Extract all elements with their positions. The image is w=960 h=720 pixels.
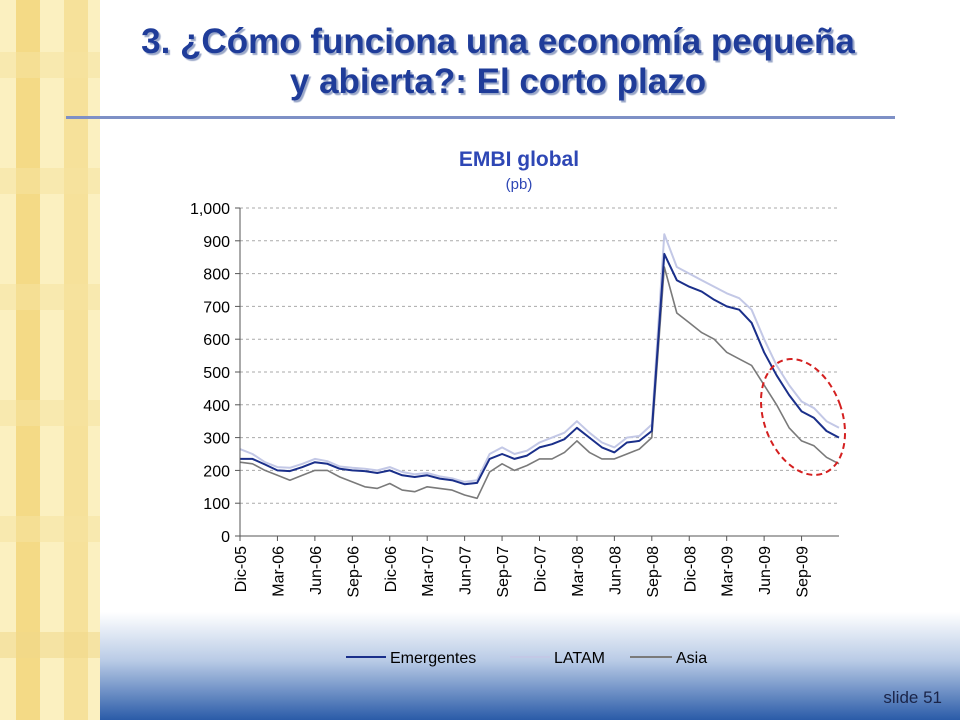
x-tick-label: Dic-05	[233, 546, 250, 592]
y-tick-label: 800	[203, 267, 230, 284]
y-tick-label: 400	[203, 398, 230, 415]
y-tick-label: 300	[203, 431, 230, 448]
x-axis-ticks: Dic-05 Mar-06 Jun-06 Sep-06 Dic-06 Mar-07 Jun-…	[233, 536, 812, 598]
y-tick-label: 100	[203, 496, 230, 513]
grid-lines	[240, 207, 839, 504]
x-tick-label: Dic-07	[533, 546, 550, 592]
series-line-latam	[239, 233, 840, 483]
x-tick-label: Jun-06	[308, 546, 325, 595]
x-tick-label: Dic-06	[383, 546, 400, 592]
x-tick-label: Sep-07	[495, 546, 512, 598]
y-axis-ticks: 0 100 200 300 400 500 600 700 800 900 1,000	[190, 201, 240, 546]
y-tick-label: 0	[221, 529, 230, 546]
series-line-asia	[239, 266, 840, 500]
x-tick-label: Dic-08	[682, 546, 699, 592]
y-tick-label: 200	[203, 463, 230, 480]
slide-title-line-2: y abierta?: El corto plazo	[289, 62, 707, 101]
highlight-ellipse	[759, 358, 847, 476]
x-tick-label: Mar-07	[420, 546, 437, 597]
chart-title: EMBI global	[459, 148, 579, 171]
bottom-gradient-band	[0, 612, 960, 720]
y-tick-label: 1,000	[190, 201, 230, 218]
y-tick-label: 500	[203, 365, 230, 382]
legend-label-latam: LATAM	[554, 650, 605, 667]
chart-legend: Emergentes LATAM Asia	[346, 650, 707, 667]
slide-title: 3. ¿Cómo funciona una economía pequeña y…	[60, 22, 936, 102]
x-tick-label: Jun-09	[757, 546, 774, 595]
chart-subtitle: (pb)	[506, 176, 533, 193]
x-tick-label: Mar-08	[570, 546, 587, 597]
legend-label-emergentes: Emergentes	[390, 650, 476, 667]
y-tick-label: 700	[203, 299, 230, 316]
x-tick-label: Sep-09	[795, 546, 812, 598]
title-underline	[66, 116, 895, 119]
series-line-emergentes	[240, 252, 840, 486]
legend-label-asia: Asia	[676, 650, 707, 667]
x-tick-label: Mar-06	[270, 546, 287, 597]
x-tick-label: Sep-08	[645, 546, 662, 598]
x-tick-label: Mar-09	[720, 546, 737, 597]
x-tick-label: Jun-08	[607, 546, 624, 595]
y-tick-label: 600	[203, 332, 230, 349]
y-tick-label: 900	[203, 234, 230, 251]
x-tick-label: Jun-07	[458, 546, 475, 595]
slide-title-line-1: 3. ¿Cómo funciona una economía pequeña	[141, 22, 855, 61]
left-sidebar-pattern	[0, 0, 100, 720]
x-tick-label: Sep-06	[345, 546, 362, 598]
series-lines	[239, 233, 840, 500]
slide-number: slide 51	[883, 688, 942, 707]
